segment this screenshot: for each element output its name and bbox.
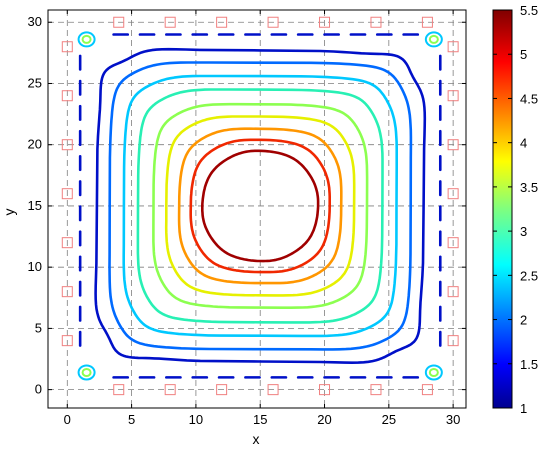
boundary-marker (267, 384, 279, 396)
colorbar-tick-label: 1.5 (520, 357, 538, 372)
boundary-marker (447, 41, 459, 53)
boundary-marker (61, 41, 73, 53)
boundary-marker (447, 188, 459, 200)
x-tick-label: 15 (253, 412, 267, 427)
contour-line (201, 149, 320, 263)
corner-contour (77, 364, 96, 381)
boundary-marker (61, 139, 73, 151)
corner-contour (428, 367, 439, 377)
colorbar-tick-label: 5.5 (520, 3, 538, 18)
y-tick-label: 25 (28, 75, 42, 90)
boundary-marker (216, 384, 228, 396)
colorbar-tick-label: 3.5 (520, 180, 538, 195)
boundary-marker (370, 384, 382, 396)
corner-contour (424, 364, 443, 381)
boundary-marker (113, 16, 125, 28)
boundary-marker (164, 384, 176, 396)
contour-line (108, 61, 413, 351)
corner-contour (81, 34, 92, 44)
colorbar-tick-label: 2.5 (520, 268, 538, 283)
y-tick-label: 10 (28, 259, 42, 274)
x-axis-label: x (253, 431, 260, 447)
corner-contour (428, 34, 439, 44)
colorbar-tick-label: 4 (520, 136, 527, 151)
corner-contour (424, 31, 443, 48)
boundary-marker (61, 90, 73, 102)
boundary-marker (216, 16, 228, 28)
x-tick-label: 10 (189, 412, 203, 427)
boundary-marker (447, 237, 459, 249)
boundary-marker (61, 335, 73, 347)
colorbar-scale (492, 9, 513, 409)
contour-line (177, 127, 343, 285)
x-tick-label: 0 (64, 412, 71, 427)
boundary-marker (61, 286, 73, 298)
y-tick-label: 20 (28, 137, 42, 152)
boundary-marker (319, 16, 331, 28)
boundary-marker (421, 16, 433, 28)
boundary-marker (61, 237, 73, 249)
contour-line (189, 138, 331, 274)
y-axis-label: y (1, 209, 17, 216)
corner-contour (81, 367, 92, 377)
boundary-marker (113, 384, 125, 396)
boundary-marker (370, 16, 382, 28)
contour-line (152, 102, 369, 309)
contour-line (164, 115, 356, 297)
x-tick-label: 30 (446, 412, 460, 427)
colorbar-tick-label: 2 (520, 313, 527, 328)
y-tick-label: 0 (35, 382, 42, 397)
boundary-marker (447, 139, 459, 151)
y-tick-label: 5 (35, 320, 42, 335)
boundary-marker (319, 384, 331, 396)
colorbar: 1 1.5 2 2.5 3 3.5 4 4.5 5 5.5 (492, 3, 538, 416)
x-tick-label: 25 (382, 412, 396, 427)
colorbar-tick-label: 5 (520, 47, 527, 62)
y-tick-label: 30 (28, 14, 42, 29)
boundary-marker (447, 90, 459, 102)
x-tick-label: 5 (128, 412, 135, 427)
boundary-marker (164, 16, 176, 28)
boundary-marker (421, 384, 433, 396)
boundary-marker (267, 16, 279, 28)
contour-line (136, 88, 384, 324)
boundary-marker (447, 335, 459, 347)
y-tick-label: 15 (28, 198, 42, 213)
axes-frame (47, 9, 467, 409)
x-tick-label: 20 (317, 412, 331, 427)
colorbar-tick-label: 3 (520, 224, 527, 239)
colorbar-tick-label: 1 (520, 401, 527, 416)
corner-contour (77, 31, 96, 48)
colorbar-tick-label: 4.5 (520, 91, 538, 106)
contour-plot: 0 5 10 15 20 25 30 0 5 10 15 20 25 30 (28, 9, 467, 427)
contour-line (94, 47, 427, 364)
boundary-marker (61, 188, 73, 200)
boundary-marker (447, 286, 459, 298)
contour-line (122, 74, 398, 338)
